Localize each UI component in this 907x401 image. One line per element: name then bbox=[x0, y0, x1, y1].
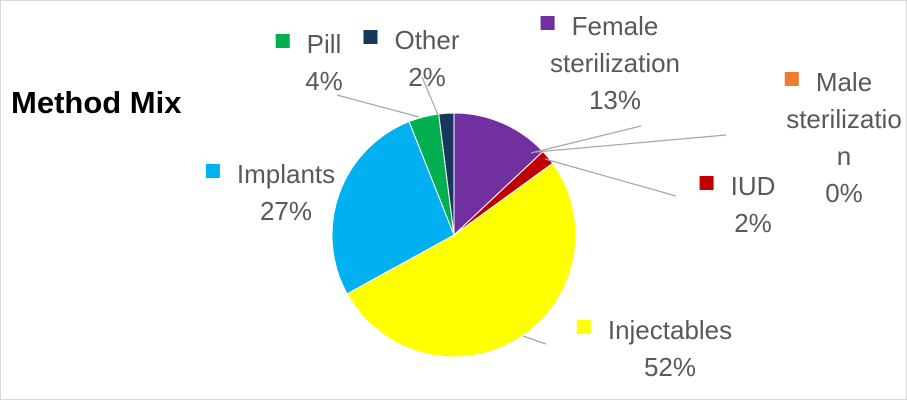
label-percent-implants: 27% bbox=[260, 196, 312, 226]
data-label-implants: Implants 27% bbox=[205, 159, 335, 226]
legend-key-male-sterilization bbox=[784, 72, 799, 86]
data-label-female-sterilization: Female sterilization 13% bbox=[540, 11, 680, 115]
label-percent-pill: 4% bbox=[305, 66, 343, 96]
leader-lines bbox=[336, 76, 727, 345]
label-category-female-sterilization-line-2: sterilization bbox=[550, 48, 680, 78]
leader-line-iud bbox=[544, 158, 677, 197]
slice-implants bbox=[331, 120, 455, 295]
label-category-female-sterilization: Female bbox=[572, 11, 659, 41]
slice-female-sterilization bbox=[453, 112, 544, 237]
label-category-iud: IUD bbox=[731, 171, 776, 201]
label-category-injectables: Injectables bbox=[608, 315, 732, 345]
leader-line-female-sterilization bbox=[530, 125, 642, 154]
label-category-other: Other bbox=[394, 25, 459, 55]
label-category-implants: Implants bbox=[237, 159, 335, 189]
leader-line-male-sterilization bbox=[535, 134, 727, 153]
label-category-pill: Pill bbox=[307, 29, 342, 59]
data-labels: Femalesterilization13%Malesterilization0… bbox=[205, 11, 902, 382]
data-label-iud: IUD 2% bbox=[699, 171, 776, 238]
data-label-other: Other 2% bbox=[363, 25, 460, 92]
label-category-male-sterilization-line-3: n bbox=[837, 141, 851, 171]
legend-key-female-sterilization bbox=[540, 16, 555, 30]
legend-key-pill bbox=[275, 34, 290, 48]
label-category-male-sterilization: Male bbox=[816, 67, 872, 97]
label-percent-injectables: 52% bbox=[644, 352, 696, 382]
label-percent-male-sterilization: 0% bbox=[825, 178, 863, 208]
label-percent-iud: 2% bbox=[734, 208, 772, 238]
legend-key-implants bbox=[205, 164, 220, 178]
pie-slices bbox=[331, 112, 577, 358]
legend-key-iud bbox=[699, 176, 714, 190]
leader-line-injectables bbox=[522, 335, 547, 345]
chart-title: Method Mix bbox=[11, 85, 182, 120]
label-category-male-sterilization-line-2: sterilizatio bbox=[786, 104, 902, 134]
slice-injectables bbox=[346, 162, 577, 358]
label-percent-other: 2% bbox=[408, 62, 446, 92]
leader-line-other bbox=[421, 76, 439, 116]
legend-key-other bbox=[363, 30, 378, 44]
data-label-injectables: Injectables 52% bbox=[576, 315, 732, 382]
data-label-pill: Pill 4% bbox=[275, 29, 343, 96]
label-percent-female-sterilization: 13% bbox=[589, 85, 641, 115]
slice-other bbox=[438, 112, 455, 236]
legend-key-injectables bbox=[576, 320, 591, 334]
data-label-male-sterilization: Male sterilizatio n 0% bbox=[784, 67, 902, 208]
leader-line-pill bbox=[336, 94, 420, 118]
